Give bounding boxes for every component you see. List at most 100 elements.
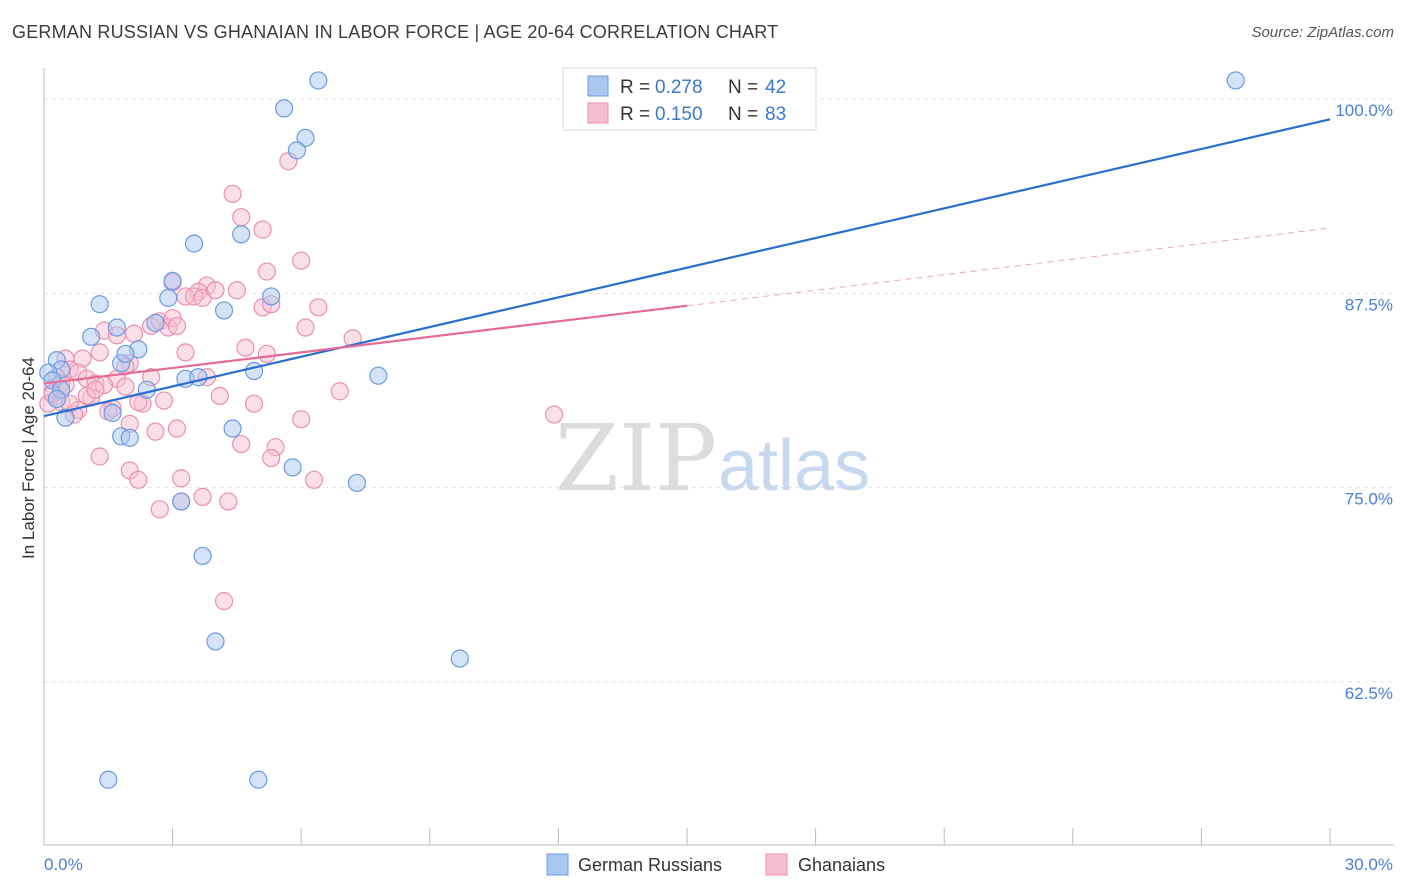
german-russians-point-2 [274,99,294,118]
ghanaians-point-66 [219,492,238,511]
german-russians-point-1 [1226,71,1245,90]
ghanaians-point-1 [223,184,242,203]
ghanaians-point-3 [253,220,272,239]
trend-line-ghanaians [43,304,688,385]
ghanaians-point-27 [176,343,195,362]
german-russians-point-29 [56,408,75,427]
german-russians-point-8 [90,295,109,314]
german-russians-point-30 [137,380,156,399]
german-russians-point-24 [189,368,208,387]
y-tick-label-2: 87.5% [1345,295,1393,314]
gridlines [44,98,1394,683]
ghanaians-point-54 [545,405,564,424]
german-russians-point-11 [214,301,234,320]
y-tick-labels: 62.5% 75.0% 87.5% 100.0% [1335,101,1393,703]
german-russians-point-7 [163,271,182,290]
legend-n-label-pink: N = [728,104,758,125]
trend-lines [43,118,1331,418]
german-russians-point-14 [82,327,101,346]
x-tick-label-min: 0.0% [44,855,83,874]
german-russians-point-26 [369,366,388,385]
ghanaians-point-58 [232,434,251,454]
y-tick-label-0: 62.5% [1345,684,1393,703]
ghanaians-point-70 [214,591,234,611]
ghanaians-point-22 [124,324,144,343]
trend-line-german-russians [43,118,1331,418]
legend-n-label-blue: N = [728,77,758,98]
axes [43,68,1394,846]
ghanaians-point-14 [309,298,328,317]
ghanaians-point-46 [330,382,349,401]
legend-swatch-blue [587,75,609,97]
legend-r-label-blue: R = [620,77,650,98]
ghanaians-point-57 [167,419,186,438]
german-russians-point-40 [99,770,118,789]
legend-box: R = 0.278 N = 42 R = 0.150 N = 83 [562,67,817,131]
bottom-legend-label-blue: German Russians [578,855,722,875]
german-russians-point-25 [244,361,264,381]
legend-swatch-pink [587,102,609,124]
german-russians-point-9 [159,288,178,308]
german-russians-point-0 [309,71,328,90]
source-note: Source: ZipAtlas.com [1251,24,1394,41]
ghanaians-point-25 [236,338,255,357]
ghanaians-point-78 [154,391,174,410]
german-russians-point-37 [193,546,212,566]
bottom-legend-swatch-blue [546,853,569,876]
legend-r-value-blue: 0.278 [655,77,703,98]
bottom-legend-swatch-pink [765,853,788,876]
legend-n-value-pink: 83 [765,104,786,125]
german-russians-point-27 [47,389,66,409]
legend-r-value-pink: 0.150 [655,104,703,125]
bottom-legend: German Russians Ghanaians [546,853,885,876]
german-russians-point-12 [107,318,126,337]
trend-line-ghanaians-extension [686,227,1331,307]
german-russians-point-28 [103,403,122,423]
ghanaians-point-11 [227,281,246,300]
legend-r-label-pink: R = [620,104,650,125]
x-ticks [43,828,1331,845]
watermark-atlas: atlas [718,426,870,506]
y-tick-label-3: 100.0% [1335,101,1393,120]
ghanaians-point-42 [116,377,135,396]
series-ghanaians [39,152,564,611]
legend-n-value-blue: 42 [765,77,786,98]
german-russians-point-6 [232,225,251,244]
german-russians-point-36 [172,492,191,511]
german-russians-point-13 [146,313,165,332]
german-russians-point-18 [116,344,135,364]
ghanaians-point-20 [296,318,315,337]
german-russians-point-38 [206,632,225,651]
ghanaians-point-2 [232,208,251,227]
series-german-russians [39,71,1245,789]
ghanaians-point-79 [210,386,229,405]
german-russians-point-33 [120,428,139,447]
ghanaians-point-67 [304,470,324,489]
ghanaians-point-61 [90,447,109,466]
german-russians-point-34 [283,458,302,477]
bottom-legend-label-pink: Ghanaians [798,855,885,875]
ghanaians-point-19 [167,316,186,336]
ghanaians-point-65 [193,487,212,507]
y-axis-label: In Labor Force | Age 20-64 [19,357,38,559]
watermark-zip: ZIP [555,405,717,512]
german-russians-point-35 [347,473,367,493]
german-russians-point-41 [249,770,268,789]
german-russians-point-31 [223,419,242,438]
ghanaians-point-51 [244,394,264,413]
ghanaians-point-4 [292,251,311,270]
ghanaians-point-63 [129,470,148,489]
x-tick-label-max: 30.0% [1345,855,1393,874]
german-russians-point-3 [296,128,315,148]
watermark: ZIP atlas [555,405,870,512]
ghanaians-point-82 [86,380,105,399]
ghanaians-point-68 [150,500,169,519]
ghanaians-point-72 [206,281,225,300]
y-tick-label-1: 75.0% [1345,490,1393,509]
german-russians-point-10 [262,287,281,306]
ghanaians-point-56 [146,422,165,441]
ghanaians-point-26 [257,344,277,364]
chart-title: GERMAN RUSSIAN VS GHANAIAN IN LABOR FORC… [12,22,779,42]
german-russians-point-39 [450,649,469,668]
